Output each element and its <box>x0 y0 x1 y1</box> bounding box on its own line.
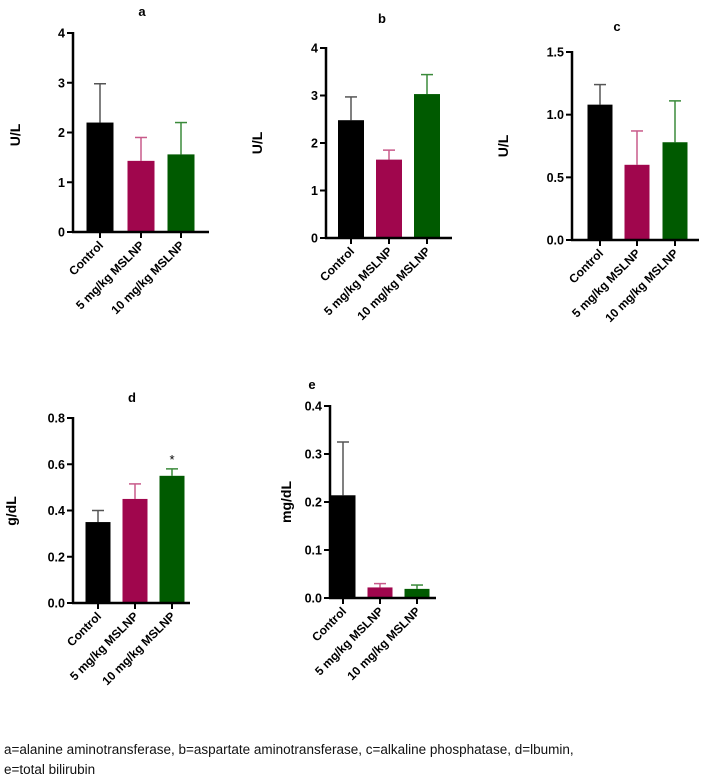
panel-title: c <box>613 19 620 34</box>
x-tick-label: 10 mg/kg MSLNP <box>602 246 681 325</box>
panel-title: a <box>138 4 146 19</box>
y-tick-label: 1 <box>311 184 318 198</box>
y-axis-label: U/L <box>249 131 265 154</box>
caption-line-2: e=total bilirubin <box>4 762 96 777</box>
bar <box>86 122 114 232</box>
y-tick-label: 0.8 <box>48 412 65 426</box>
y-axis-label: mg/dL <box>278 481 294 523</box>
y-tick-label: 0.5 <box>547 171 564 185</box>
y-tick-label: 0.1 <box>305 544 322 558</box>
y-axis-label: U/L <box>495 134 511 157</box>
bar <box>122 498 148 603</box>
y-tick-label: 1.0 <box>547 108 564 122</box>
bar <box>414 94 440 238</box>
caption-line-1: a=alanine aminotransferase, b=aspartate … <box>4 742 574 757</box>
y-tick-label: 0.4 <box>305 400 322 414</box>
y-tick-label: 0.2 <box>305 496 322 510</box>
y-axis-label: g/dL <box>3 496 19 526</box>
bar <box>624 164 650 240</box>
y-tick-label: 3 <box>58 76 65 90</box>
bar <box>85 522 111 603</box>
panel-title: e <box>308 377 315 392</box>
bar <box>587 104 613 240</box>
bar <box>159 475 185 603</box>
bar <box>167 154 195 232</box>
x-tick-label: 5 mg/kg MSLNP <box>569 246 643 320</box>
x-tick-label: Control <box>66 238 106 278</box>
x-tick-label: 10 mg/kg MSLNP <box>354 244 433 323</box>
y-tick-label: 0.0 <box>547 234 564 248</box>
y-axis-label: U/L <box>7 123 23 146</box>
figure-caption: a=alanine aminotransferase, b=aspartate … <box>4 740 709 780</box>
x-tick-label: 10 mg/kg MSLNP <box>108 238 187 317</box>
y-tick-label: 0.0 <box>48 597 65 611</box>
y-tick-label: 1 <box>58 176 65 190</box>
y-tick-label: 2 <box>58 126 65 140</box>
y-tick-label: 0 <box>58 226 65 240</box>
significance-marker: * <box>169 452 174 467</box>
bar <box>330 495 356 598</box>
y-tick-label: 0.6 <box>48 458 65 472</box>
panel-title: b <box>378 11 386 26</box>
y-tick-label: 0.3 <box>305 448 322 462</box>
y-tick-label: 0.4 <box>48 504 65 518</box>
bar <box>404 588 430 598</box>
bar <box>376 159 402 238</box>
bar <box>662 142 688 240</box>
y-tick-label: 1.5 <box>547 46 564 60</box>
y-tick-label: 0.2 <box>48 550 65 564</box>
y-tick-label: 0.0 <box>305 592 322 606</box>
bar <box>127 160 155 232</box>
bar <box>367 587 393 598</box>
panel-title: d <box>128 390 136 405</box>
x-tick-label: 5 mg/kg MSLNP <box>321 244 395 318</box>
bar <box>338 120 364 238</box>
y-tick-label: 3 <box>311 89 318 103</box>
y-tick-label: 4 <box>58 27 65 41</box>
y-tick-label: 0 <box>311 232 318 246</box>
y-tick-label: 2 <box>311 137 318 151</box>
y-tick-label: 4 <box>311 42 318 56</box>
